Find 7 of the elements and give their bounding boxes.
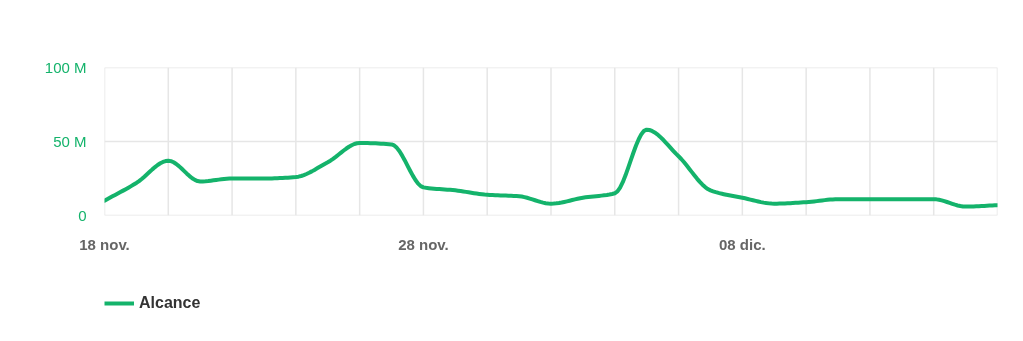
x-tick-label: 18 nov. — [79, 235, 130, 253]
legend-label: Alcance — [139, 294, 201, 312]
y-tick-label: 100 M — [44, 59, 87, 76]
y-tick-label: 0 — [78, 207, 87, 224]
x-tick-label: 28 nov. — [398, 235, 449, 253]
x-tick-label: 08 dic. — [719, 235, 766, 253]
y-tick-label: 50 M — [53, 133, 87, 150]
